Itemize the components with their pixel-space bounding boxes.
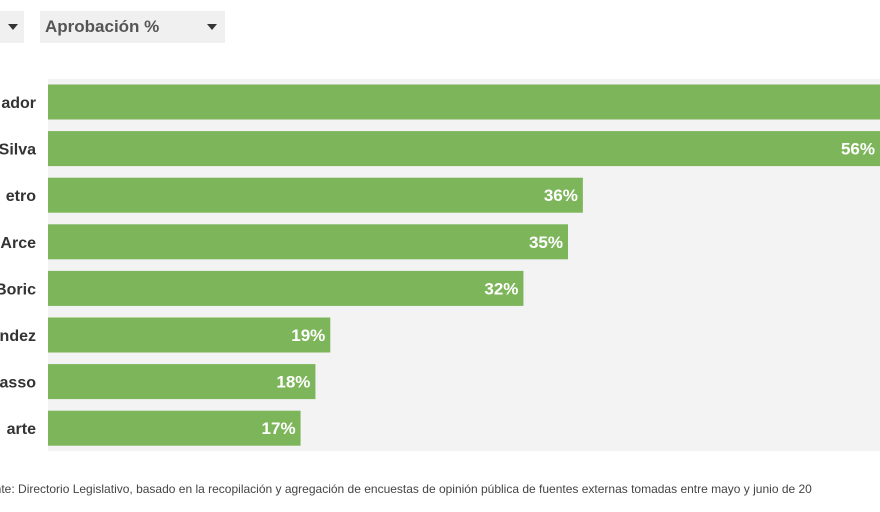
metric-dropdown-label: Aprobación % <box>45 17 160 36</box>
bar-2 <box>48 177 583 213</box>
bar-5 <box>48 317 331 353</box>
value-label-7: 17% <box>262 419 296 438</box>
bar-3 <box>48 224 568 260</box>
category-label-2: etro <box>6 188 36 205</box>
category-label-3: Arce <box>0 235 36 252</box>
caret-down-icon <box>207 24 217 30</box>
bar-7 <box>48 410 301 446</box>
category-label-0: ador <box>1 95 36 112</box>
source-text: ente: Directorio Legislativo, basado en … <box>0 482 812 496</box>
bar-6 <box>48 364 316 400</box>
value-label-2: 36% <box>544 186 578 205</box>
metric-dropdown[interactable]: Aprobación % <box>40 11 225 43</box>
category-label-1: Silva <box>0 142 36 159</box>
value-label-6: 18% <box>276 373 310 392</box>
left-dropdown[interactable] <box>0 11 24 43</box>
category-label-6: asso <box>0 375 36 392</box>
value-label-3: 35% <box>529 233 563 252</box>
source-note: ente: Directorio Legislativo, basado en … <box>0 482 880 496</box>
category-label-4: Boric <box>0 281 36 298</box>
value-label-5: 19% <box>291 326 325 345</box>
bar-0 <box>48 84 880 120</box>
category-label-7: arte <box>7 421 36 438</box>
category-label-5: ndez <box>0 328 36 345</box>
value-label-1: 56% <box>841 140 875 159</box>
bar-4 <box>48 270 524 306</box>
bar-1 <box>48 131 880 167</box>
caret-down-icon <box>8 24 18 30</box>
value-label-4: 32% <box>484 279 518 298</box>
